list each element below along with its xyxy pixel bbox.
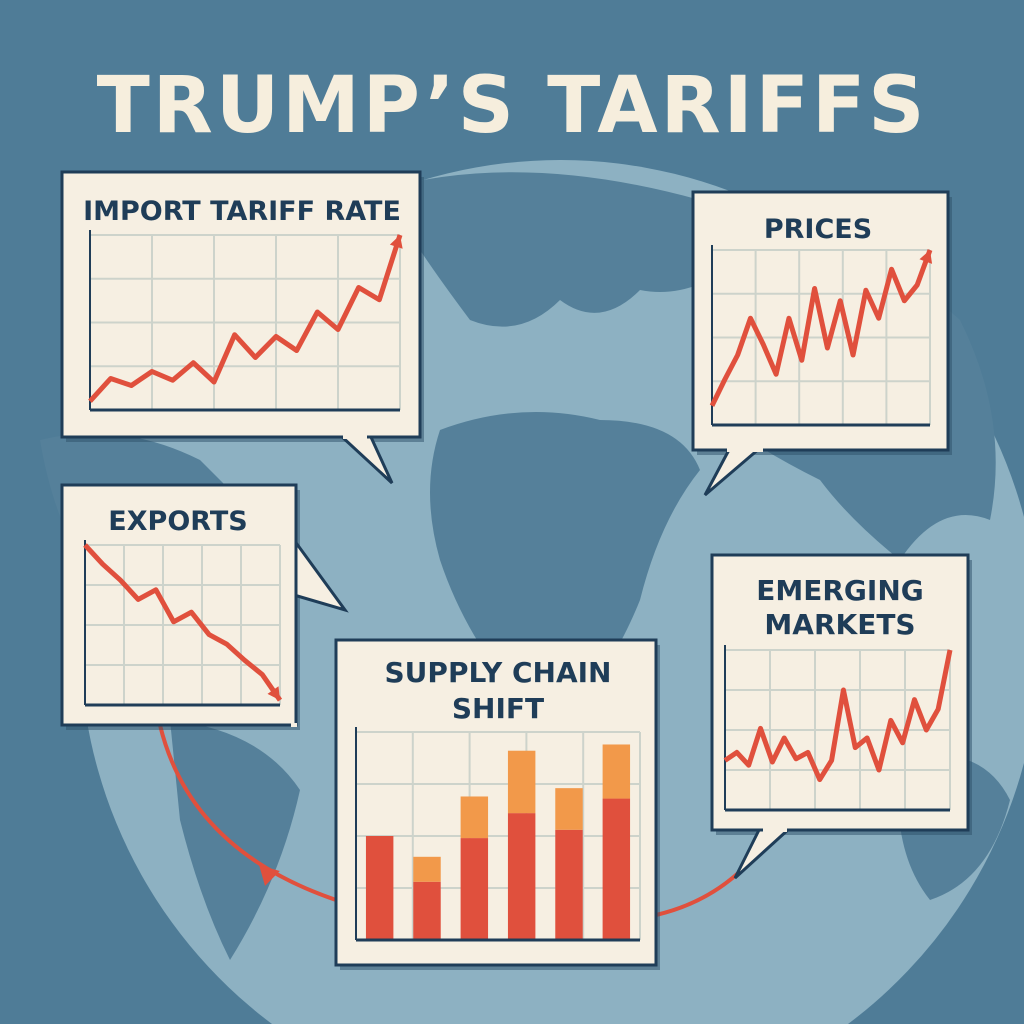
bar-shift (555, 788, 583, 830)
bar-shift (507, 750, 536, 814)
panel-box (60, 483, 298, 727)
arrow-head (389, 235, 403, 249)
prices-panel: PRICES (691, 190, 952, 497)
series-line (709, 249, 933, 407)
bar-base (602, 798, 631, 940)
bar-shift (413, 856, 441, 882)
panel-box (710, 553, 970, 832)
chart-title: EMERGING (756, 574, 924, 607)
speech-tail (292, 539, 349, 613)
bar-base (555, 829, 583, 940)
speech-tail (733, 826, 792, 880)
charts: IMPORT TARIFF RATE PRICES EXPORTS SUPPLY CH… (60, 170, 972, 970)
bar-base (460, 838, 489, 940)
connector-line (158, 724, 337, 902)
series-line (88, 234, 403, 403)
bar-base (365, 836, 394, 940)
bar-shift (602, 744, 631, 799)
bar-base (413, 881, 441, 940)
arrow-head (259, 865, 280, 886)
arrow-head (267, 686, 280, 701)
speech-tail (338, 433, 394, 485)
south-america (170, 720, 300, 960)
chart-title: PRICES (764, 214, 872, 245)
speech-tail (703, 446, 761, 497)
import-tariff-rate-panel: IMPORT TARIFF RATE (60, 170, 424, 485)
panel-box (60, 170, 422, 439)
series-line (723, 649, 953, 783)
chart-title: IMPORT TARIFF RATE (83, 196, 401, 227)
chart-title: EXPORTS (108, 506, 247, 537)
chart-title: MARKETS (764, 608, 915, 641)
europe (380, 172, 740, 327)
main-title: TRUMP’S TARIFFS (97, 61, 928, 151)
bar-base (507, 813, 536, 940)
arrow-head (919, 250, 933, 264)
chart-title: SHIFT (452, 692, 544, 725)
series-line (83, 543, 283, 702)
exports-panel: EXPORTS (60, 483, 349, 730)
chart-title: SUPPLY CHAIN (385, 656, 612, 689)
bar-shift (460, 796, 489, 839)
